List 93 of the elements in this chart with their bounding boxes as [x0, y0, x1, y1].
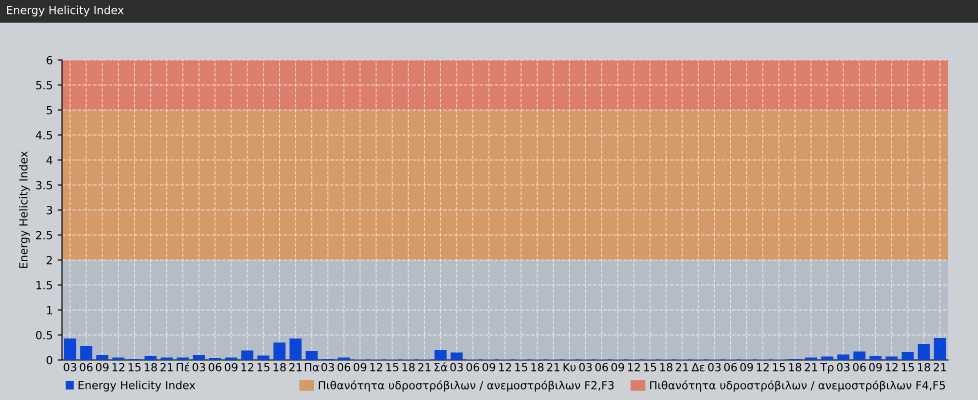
x-tick-label: 03 [579, 362, 592, 372]
x-tick-label: 15 [128, 363, 141, 372]
y-axis-title: Energy Helicity Index [18, 151, 30, 268]
y-tick-label: 5.5 [36, 81, 52, 90]
bar [869, 356, 882, 360]
bar [96, 355, 108, 360]
x-tick-label: 12 [241, 362, 254, 372]
x-tick-label: 03 [836, 362, 850, 372]
x-tick-label: 12 [112, 362, 124, 372]
bar [450, 352, 463, 360]
x-tick-label: 09 [740, 362, 753, 372]
x-tick-label: 18 [918, 362, 930, 372]
chart-title: Energy Helicity Index [7, 6, 124, 16]
x-tick-label: 21 [804, 362, 818, 372]
bar [144, 356, 157, 360]
bar [257, 356, 270, 360]
x-tick-label: 21 [418, 362, 430, 372]
x-tick-label: Πέ [176, 362, 190, 372]
x-tick-label: 06 [466, 362, 480, 372]
y-tick-label: 1 [47, 306, 52, 314]
x-tick-label: 12 [628, 362, 640, 372]
x-tick-label: 15 [902, 363, 914, 372]
x-tick-label: 15 [644, 363, 656, 372]
x-tick-label: 15 [515, 363, 528, 372]
y-tick-label: 3.5 [36, 180, 52, 190]
x-tick-label: 03 [450, 362, 463, 372]
x-tick-label: 18 [660, 362, 672, 372]
y-tick-label: 4.5 [36, 131, 52, 140]
bar [434, 350, 447, 360]
x-tick-label: 03 [192, 362, 206, 372]
x-tick-label: 12 [370, 362, 382, 372]
x-tick-label: 18 [144, 362, 157, 372]
x-tick-label: 09 [224, 362, 238, 372]
x-tick-label: Πα [304, 363, 319, 372]
x-tick-label: 09 [354, 362, 366, 372]
bar [192, 355, 205, 360]
x-tick-label: Τρ [820, 363, 834, 374]
x-tick-label: 12 [886, 362, 898, 372]
x-tick-label: 15 [386, 363, 398, 372]
bar [80, 346, 92, 360]
x-tick-label: 06 [724, 362, 737, 372]
y-tick-label: 2.5 [36, 230, 52, 240]
bar [821, 356, 834, 360]
y-tick-label: 3 [46, 206, 52, 214]
x-tick-label: 21 [676, 362, 688, 372]
y-tick-label: 4 [46, 156, 52, 164]
x-tick-label: 03 [321, 362, 334, 372]
bar [241, 350, 254, 360]
x-tick-label: 18 [402, 362, 415, 372]
x-tick-label: 18 [274, 362, 286, 372]
x-tick-label: 09 [482, 362, 496, 372]
legend-label: Πιθανότητα υδροστρόβιλων / ανεμοστρόβιλων F2,F3 [318, 380, 614, 392]
x-tick-label: Δε [692, 363, 704, 372]
y-tick-label: 2 [46, 256, 52, 264]
x-tick-label: 18 [531, 362, 544, 372]
bar [902, 352, 914, 360]
x-tick-label: 03 [64, 362, 76, 372]
bar [273, 342, 286, 360]
x-tick-label: 06 [853, 362, 866, 372]
x-tick-label: 06 [338, 362, 350, 372]
bar [306, 351, 318, 360]
x-tick-label: 15 [258, 363, 270, 372]
x-tick-label: 21 [289, 362, 302, 372]
bar [886, 356, 898, 360]
x-tick-label: 06 [208, 362, 222, 372]
bar [853, 352, 866, 360]
bar [290, 338, 302, 360]
x-tick-label: 18 [789, 362, 802, 372]
bar [934, 338, 946, 360]
x-tick-label: 21 [934, 362, 946, 372]
legend-label: Πιθανότητα υδροστρόβιλων / ανεμοστρόβιλων F4,F5 [650, 380, 945, 392]
x-tick-label: 12 [756, 362, 769, 372]
x-tick-label: 21 [547, 362, 560, 372]
y-tick-label: 6 [46, 56, 52, 64]
x-tick-label: 03 [708, 362, 721, 372]
y-tick-label: 0 [46, 356, 52, 364]
y-tick-label: 5 [46, 106, 52, 114]
y-tick-label: 1.5 [36, 281, 52, 290]
bar [64, 338, 76, 360]
bar [837, 354, 850, 360]
x-tick-label: 09 [611, 362, 624, 372]
x-tick-label: 06 [80, 362, 93, 372]
x-tick-label: Σά [434, 362, 448, 372]
bar [918, 344, 930, 360]
x-tick-label: 09 [96, 362, 109, 372]
x-tick-label: 15 [773, 363, 785, 372]
y-tick-label: 0.5 [36, 330, 52, 340]
x-tick-label: 21 [160, 362, 173, 372]
x-tick-label: Κυ [564, 363, 576, 372]
x-tick-label: 06 [595, 362, 608, 372]
legend-label: Energy Helicity Index [78, 380, 196, 392]
x-tick-label: 09 [869, 362, 882, 372]
x-tick-label: 12 [499, 362, 511, 372]
